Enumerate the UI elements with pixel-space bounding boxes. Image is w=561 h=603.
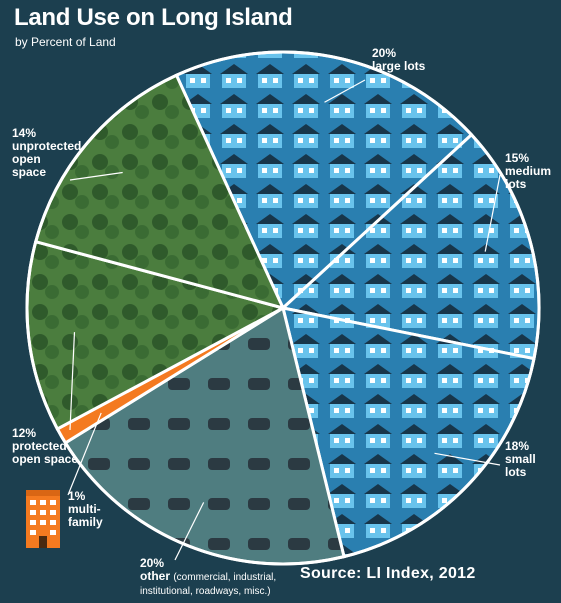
- leader-line-unprotected-open-space: [69, 171, 123, 181]
- label-other-detail: (commercial, industrial, institutional, …: [140, 572, 277, 597]
- source-note: Source: LI Index, 2012: [300, 565, 476, 582]
- label-multi-family: 1% multi- family: [68, 489, 103, 529]
- label-other: 20% other (commercial, industrial, insti…: [140, 556, 277, 598]
- leader-line-large-lots: [324, 79, 366, 103]
- label-medium-lots: 15% medium lots: [505, 151, 552, 191]
- leader-line-small-lots: [434, 452, 501, 466]
- leader-line-medium-lots: [484, 174, 501, 252]
- leader-line-protected-open-space: [69, 332, 76, 431]
- multi-family-building-icon: [26, 490, 60, 548]
- label-large-lots: 20% large lots: [372, 46, 426, 73]
- chart-title: Land Use on Long Island: [14, 4, 293, 31]
- chart-subtitle: by Percent of Land: [15, 35, 116, 49]
- pie-outline: [25, 50, 541, 566]
- leader-line-multi-family: [67, 412, 102, 496]
- label-small-lots: 18% small lots: [505, 439, 536, 479]
- label-protected-open-space: 12% protected open space: [12, 426, 79, 466]
- leader-line-other: [174, 502, 205, 561]
- label-unprotected-open-space: 14% unprotected open space: [12, 126, 82, 179]
